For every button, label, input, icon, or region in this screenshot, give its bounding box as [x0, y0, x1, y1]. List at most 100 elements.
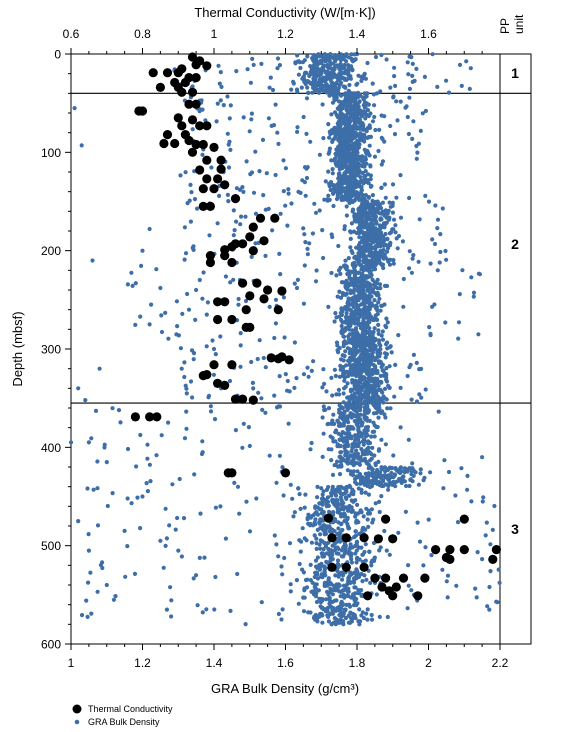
gra-point: [173, 527, 178, 532]
gra-point: [277, 63, 282, 68]
gra-point: [363, 169, 368, 174]
gra-point: [380, 200, 385, 205]
gra-point: [272, 533, 277, 538]
gra-point: [357, 126, 362, 131]
gra-point: [249, 111, 254, 116]
gra-point: [273, 172, 278, 178]
gra-point: [367, 549, 372, 554]
gra-point: [360, 439, 365, 444]
gra-point: [169, 614, 174, 619]
gra-point: [317, 501, 322, 506]
gra-point: [344, 204, 349, 209]
gra-point: [453, 493, 458, 498]
gra-point: [368, 458, 373, 463]
gra-point: [365, 275, 370, 280]
gra-point: [319, 511, 324, 516]
gra-point: [393, 230, 398, 235]
gra-point: [303, 492, 308, 497]
gra-point: [273, 321, 278, 326]
gra-point: [330, 611, 336, 616]
gra-point: [231, 208, 236, 213]
gra-point: [259, 600, 264, 605]
thermal-conductivity-point: [187, 115, 198, 125]
gra-point: [306, 374, 311, 379]
gra-point: [314, 54, 319, 60]
gra-point: [225, 94, 230, 99]
gra-point: [326, 122, 331, 127]
gra-point: [321, 489, 326, 494]
gra-point: [195, 206, 200, 211]
gra-point: [379, 303, 385, 308]
gra-point: [315, 512, 320, 517]
gra-point: [337, 82, 342, 87]
gra-point: [414, 143, 419, 149]
depth-tick-label: 600: [41, 638, 61, 652]
gra-point: [334, 273, 339, 278]
gra-point: [407, 365, 412, 370]
gra-point: [320, 620, 325, 625]
gra-point: [359, 545, 364, 550]
gra-point: [319, 486, 324, 491]
gra-point: [345, 381, 350, 386]
gra-point: [226, 199, 231, 204]
gra-point: [240, 185, 245, 190]
gra-point: [344, 59, 349, 64]
gra-point: [338, 61, 343, 67]
gra-point: [427, 325, 432, 330]
gra-point: [244, 159, 249, 164]
gra-point: [340, 573, 346, 578]
gra-point: [170, 482, 175, 487]
gra-point: [273, 102, 278, 107]
gra-point: [363, 542, 368, 547]
gra-point: [249, 359, 254, 365]
gra-point: [446, 469, 452, 475]
thermal-conductivity-point: [202, 174, 212, 184]
gra-point: [263, 410, 268, 415]
thermal-conductivity-point: [198, 201, 208, 211]
gra-point: [341, 439, 346, 444]
gra-point: [280, 572, 285, 577]
gra-point: [311, 359, 316, 364]
gra-point: [492, 503, 497, 509]
gra-point: [360, 192, 365, 197]
gra-point: [384, 316, 389, 321]
gra-point: [305, 252, 310, 257]
gra-point: [380, 329, 385, 334]
gra-point: [72, 106, 77, 111]
gra-point: [303, 193, 308, 198]
gra-point: [351, 580, 357, 585]
thermal-conductivity-point: [209, 184, 219, 194]
gra-point: [338, 58, 343, 63]
gra-point: [277, 374, 282, 379]
gra-point: [377, 127, 382, 132]
gra-point: [281, 158, 286, 163]
gra-point: [326, 151, 331, 156]
gra-point: [357, 231, 362, 236]
gra-point: [334, 196, 340, 202]
gra-point: [410, 479, 415, 484]
thermal-conductivity-point: [363, 591, 373, 601]
bottom-tick-label: 2.2: [492, 656, 509, 670]
gra-point: [327, 146, 332, 151]
gra-point: [338, 295, 344, 300]
gra-point: [353, 529, 358, 534]
gra-point: [348, 139, 354, 144]
gra-point: [287, 389, 292, 394]
gra-point: [361, 616, 367, 621]
thermal-conductivity-point: [191, 73, 201, 83]
gra-point: [283, 372, 288, 377]
gra-point: [358, 380, 363, 385]
gra-point: [330, 393, 335, 398]
gra-point: [351, 469, 356, 474]
gra-point: [346, 620, 351, 625]
gra-point: [383, 355, 388, 360]
gra-point: [292, 385, 297, 390]
gra-point: [369, 617, 375, 622]
chart-frame: [70, 53, 532, 645]
gra-point: [364, 300, 369, 305]
gra-point: [371, 92, 376, 97]
depth-tick-label: 500: [41, 539, 61, 553]
gra-point: [305, 517, 310, 522]
gra-point: [349, 415, 354, 420]
gra-point: [314, 268, 319, 273]
